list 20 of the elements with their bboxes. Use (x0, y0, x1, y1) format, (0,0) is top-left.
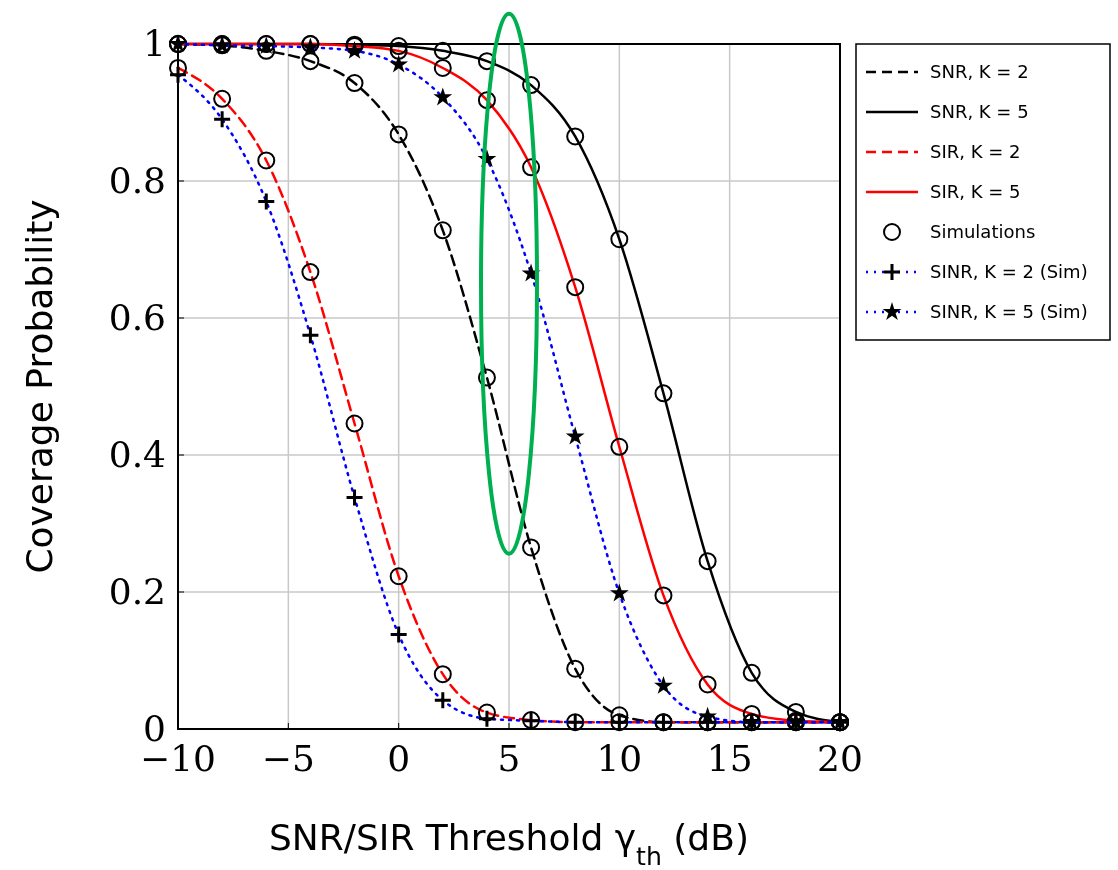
legend-label: SIR, K = 5 (930, 181, 1021, 202)
y-axis-title: Coverage Probability (19, 199, 60, 574)
legend-label: SIR, K = 2 (930, 141, 1021, 162)
legend-label: SINR, K = 5 (Sim) (930, 301, 1088, 322)
x-tick-label: 10 (596, 738, 643, 779)
y-tick-label: 0.6 (108, 297, 166, 338)
x-tick-label: 5 (497, 738, 521, 779)
legend-label: SNR, K = 2 (930, 61, 1029, 82)
legend-label: SNR, K = 5 (930, 101, 1029, 122)
y-tick-label: 0.8 (108, 160, 166, 201)
x-tick-label: 20 (817, 738, 863, 779)
x-tick-label: 15 (706, 738, 753, 779)
y-tick-label: 1 (143, 23, 166, 64)
y-tick-label: 0.2 (108, 571, 166, 612)
legend-label: SINR, K = 2 (Sim) (930, 261, 1088, 282)
legend-label: Simulations (930, 221, 1036, 242)
x-tick-label: 0 (387, 738, 411, 779)
y-tick-label: 0.4 (108, 434, 166, 475)
x-tick-label: −5 (261, 738, 315, 779)
x-axis-title: SNR/SIR Threshold γ$_{th}$ (dB) (269, 817, 749, 870)
